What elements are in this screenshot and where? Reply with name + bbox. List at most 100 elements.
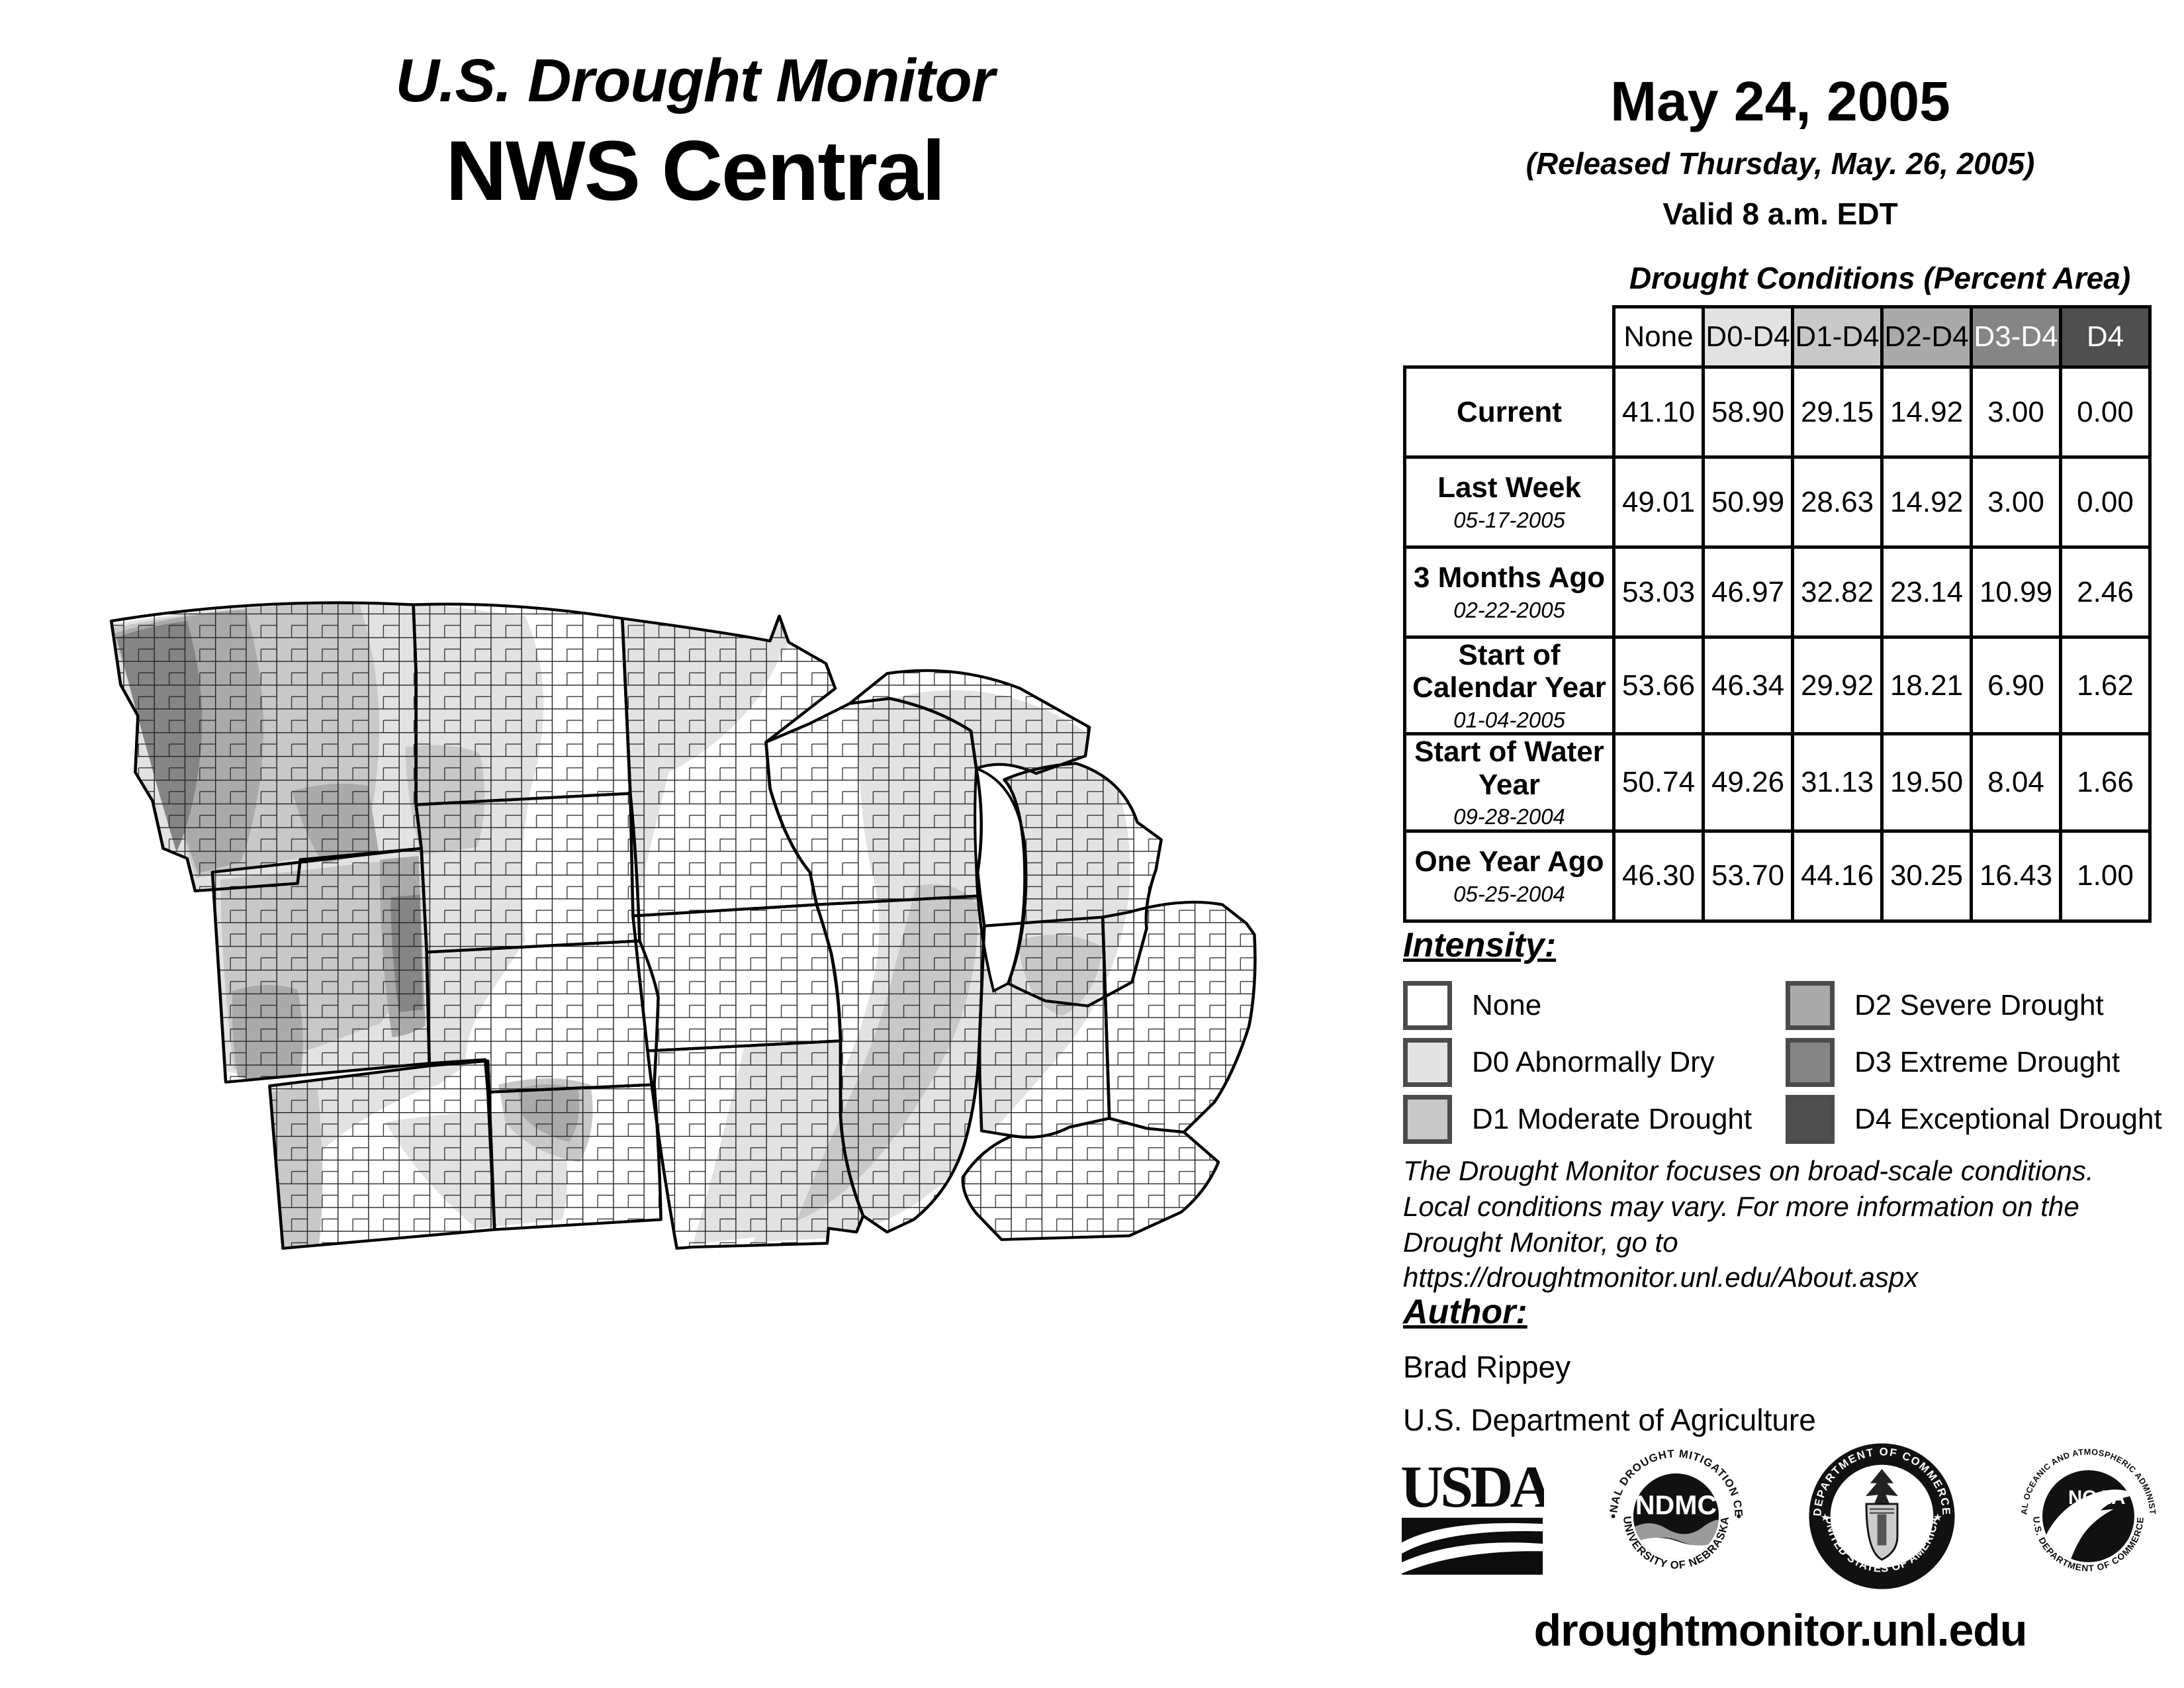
row-date: 01-04-2005 xyxy=(1453,707,1565,732)
legend-item: None xyxy=(1403,981,1752,1030)
author-block: Author: Brad Rippey U.S. Department of A… xyxy=(1403,1292,1816,1438)
disclaimer-line: Local conditions may vary. For more info… xyxy=(1403,1190,2079,1222)
row-label: Current xyxy=(1403,365,1615,459)
row-label: Last Week 05-17-2005 xyxy=(1403,455,1615,549)
row-label: Start of Calendar Year 01-04-2005 xyxy=(1403,635,1615,736)
row-label-text: 3 Months Ago xyxy=(1413,561,1606,594)
row-label-text: One Year Ago xyxy=(1414,845,1604,878)
value-cell: 49.26 xyxy=(1702,732,1794,833)
disclaimer-line: Drought Monitor, go to https://droughtmo… xyxy=(1403,1226,1919,1293)
value-cell: 19.50 xyxy=(1880,732,1973,833)
disclaimer-text: The Drought Monitor focuses on broad-sca… xyxy=(1403,1153,2184,1295)
noaa-wordmark: NOAA xyxy=(2068,1487,2125,1509)
drought-conditions-table: None D0-D4 D1-D4 D2-D4 D3-D4 D4 Current 41.10 5… xyxy=(1403,305,2152,923)
row-label-text: Current xyxy=(1457,395,1562,428)
agency-logos: USDA NATIONAL DROUGHT MITIGATION CENTER … xyxy=(1402,1442,2163,1591)
value-cell: 30.25 xyxy=(1880,829,1973,923)
legend-item-label: D3 Extreme Drought xyxy=(1854,1046,2120,1078)
legend-swatch xyxy=(1403,1038,1452,1087)
table-row: Start of Water Year 09-28-2004 50.74 49.26 3… xyxy=(1403,732,2152,833)
value-cell: 10.99 xyxy=(1970,545,2062,639)
noaa-seagull-icon xyxy=(2043,1489,2134,1562)
doc-eagle-icon xyxy=(1866,1469,1899,1504)
date-block: May 24, 2005 (Released Thursday, May. 26… xyxy=(1390,70,2171,232)
product-title: U.S. Drought Monitor xyxy=(395,47,995,115)
value-cell: 2.46 xyxy=(2059,545,2152,639)
drought-map-container xyxy=(93,566,1330,1291)
value-cell: 16.43 xyxy=(1970,829,2062,923)
legend-item: D1 Moderate Drought xyxy=(1403,1095,1752,1144)
value-cell: 32.82 xyxy=(1791,545,1884,639)
table-title: Drought Conditions (Percent Area) xyxy=(1629,261,2131,295)
legend-item: D3 Extreme Drought xyxy=(1786,1038,2162,1087)
value-cell: 14.92 xyxy=(1880,455,1973,549)
column-header: D2-D4 xyxy=(1880,305,1973,369)
table-header-row: None D0-D4 D1-D4 D2-D4 D3-D4 D4 xyxy=(1405,305,2152,369)
author-heading: Author: xyxy=(1403,1293,1527,1331)
legend-column-right: D2 Severe Drought D3 Extreme Drought D4 Ex… xyxy=(1786,981,2162,1154)
svg-text:★: ★ xyxy=(1933,1512,1942,1523)
value-cell: 0.00 xyxy=(2059,365,2152,459)
legend-item-label: D2 Severe Drought xyxy=(1854,989,2104,1021)
legend-item: D0 Abnormally Dry xyxy=(1403,1038,1752,1087)
value-cell: 18.21 xyxy=(1880,635,1973,736)
row-label-text: Last Week xyxy=(1437,471,1581,504)
usda-logo: USDA xyxy=(1402,1455,1544,1575)
legend-item-label: None xyxy=(1472,989,1542,1021)
column-header: D3-D4 xyxy=(1970,305,2062,369)
value-cell: 46.34 xyxy=(1702,635,1794,736)
value-cell: 3.00 xyxy=(1970,365,2062,459)
legend-item: D2 Severe Drought xyxy=(1786,981,2162,1030)
legend-item: D4 Exceptional Drought xyxy=(1786,1095,2162,1144)
ndmc-logo: NATIONAL DROUGHT MITIGATION CENTER UNIVE… xyxy=(1602,1442,1745,1571)
author-name: Brad Rippey xyxy=(1403,1350,1571,1384)
disclaimer-line: The Drought Monitor focuses on broad-sca… xyxy=(1403,1155,2094,1186)
website-url: droughtmonitor.unl.edu xyxy=(1533,1605,2028,1656)
ndmc-wave-icon xyxy=(1633,1519,1719,1550)
value-cell: 3.00 xyxy=(1970,455,2062,549)
table-row: One Year Ago 05-25-2004 46.30 53.70 44.16 30.… xyxy=(1403,829,2152,923)
drought-table-body: Current 41.10 58.90 29.15 14.92 3.00 0.00 Last … xyxy=(1403,365,2152,923)
value-cell: 31.13 xyxy=(1791,732,1884,833)
map-titles: U.S. Drought Monitor NWS Central xyxy=(0,46,1390,220)
row-date: 05-25-2004 xyxy=(1453,881,1565,906)
value-cell: 49.01 xyxy=(1612,455,1705,549)
value-cell: 14.92 xyxy=(1880,365,1973,459)
usda-swoosh-icon xyxy=(1402,1542,1543,1573)
value-cell: 29.15 xyxy=(1791,365,1884,459)
value-cell: 46.97 xyxy=(1702,545,1794,639)
row-label: 3 Months Ago 02-22-2005 xyxy=(1403,545,1615,639)
legend-item-label: D4 Exceptional Drought xyxy=(1854,1103,2162,1135)
value-cell: 46.30 xyxy=(1612,829,1705,923)
value-cell: 53.70 xyxy=(1702,829,1794,923)
legend-swatch xyxy=(1786,981,1835,1030)
usda-swoosh-icon xyxy=(1402,1523,1543,1554)
drought-table-section: Drought Conditions (Percent Area) None D0… xyxy=(1403,260,2152,923)
legend-heading: Intensity: xyxy=(1403,926,1557,964)
column-header: None xyxy=(1612,305,1705,369)
value-cell: 53.66 xyxy=(1612,635,1705,736)
ndmc-wordmark: NDMC xyxy=(1635,1490,1717,1521)
column-header: D1-D4 xyxy=(1791,305,1884,369)
drought-map xyxy=(93,566,1330,1291)
column-header: D0-D4 xyxy=(1702,305,1794,369)
author-org: U.S. Department of Agriculture xyxy=(1403,1403,1816,1437)
value-cell: 58.90 xyxy=(1702,365,1794,459)
map-date: May 24, 2005 xyxy=(1610,70,1950,132)
table-row: Current 41.10 58.90 29.15 14.92 3.00 0.00 xyxy=(1403,365,2152,459)
value-cell: 28.63 xyxy=(1791,455,1884,549)
value-cell: 50.74 xyxy=(1612,732,1705,833)
valid-time: Valid 8 a.m. EDT xyxy=(1662,197,1898,231)
table-row: 3 Months Ago 02-22-2005 53.03 46.97 32.82 23.… xyxy=(1403,545,2152,639)
value-cell: 1.66 xyxy=(2059,732,2152,833)
table-row: Start of Calendar Year 01-04-2005 53.66 46.… xyxy=(1403,635,2152,736)
value-cell: 29.92 xyxy=(1791,635,1884,736)
value-cell: 53.03 xyxy=(1612,545,1705,639)
row-label-text: Start of Calendar Year xyxy=(1412,639,1606,704)
legend-item-label: D1 Moderate Drought xyxy=(1472,1103,1752,1135)
row-label: Start of Water Year 09-28-2004 xyxy=(1403,732,1615,833)
doc-ring xyxy=(1810,1444,1954,1589)
svg-text:★: ★ xyxy=(1821,1512,1830,1523)
row-date: 02-22-2005 xyxy=(1453,597,1565,622)
